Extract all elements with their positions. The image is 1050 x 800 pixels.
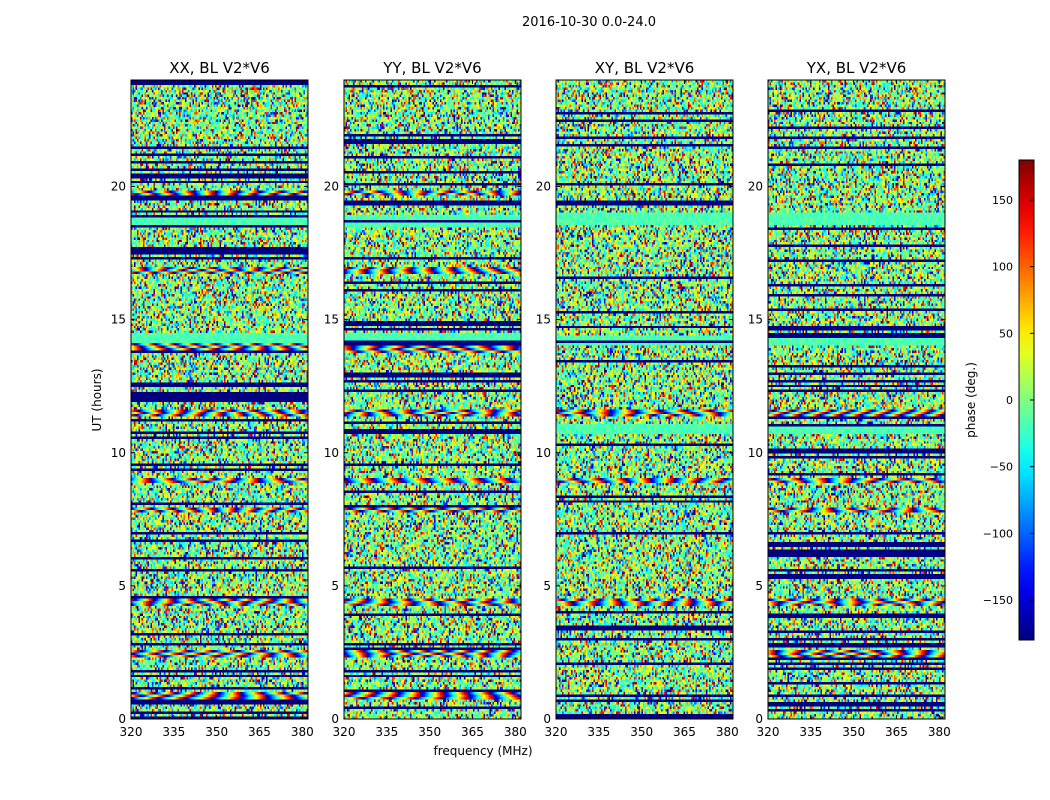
colorbar-tick-label: 0: [1006, 394, 1013, 407]
x-tick-label: 365: [461, 725, 484, 739]
x-tick-label: 350: [418, 725, 441, 739]
axes-frame: [767, 79, 946, 720]
panel-title: XY, BL V2*V6: [595, 59, 695, 77]
colorbar-tick-label: −150: [983, 594, 1013, 607]
axes-frame: [343, 79, 522, 720]
x-tick-label: 320: [333, 725, 356, 739]
colorbar: 150 100 50 0 −50 −100 −150 phase (deg.): [964, 159, 1035, 641]
y-tick-label: 15: [324, 313, 339, 327]
y-tick-label: 20: [111, 180, 126, 194]
x-tick-label: 365: [248, 725, 271, 739]
colorbar-tick-label: −100: [983, 527, 1013, 540]
panel-1: XX, BL V2*V6 320 335 350 365 380 0 5 10 15 20: [111, 59, 314, 739]
colorbar-label: phase (deg.): [964, 362, 978, 438]
x-tick-label: 320: [757, 725, 780, 739]
colorbar-tick-label: 100: [992, 261, 1013, 274]
heatmap-image: [131, 80, 308, 719]
x-tick-label: 365: [673, 725, 696, 739]
colorbar-tick-label: −50: [990, 461, 1013, 474]
panel-title: YX, BL V2*V6: [806, 59, 907, 77]
x-tick-label: 320: [120, 725, 143, 739]
y-tick-label: 5: [755, 579, 763, 593]
colorbar-tick-label: 50: [999, 327, 1013, 340]
x-tick-label: 380: [504, 725, 527, 739]
panel-4: YX, BL V2*V6 320 335 350 365 380 0 5 10 15 20: [748, 59, 951, 739]
heatmap-image: [556, 80, 733, 719]
y-tick-label: 15: [111, 313, 126, 327]
axes-frame: [555, 79, 734, 720]
x-tick-label: 380: [716, 725, 739, 739]
x-tick-label: 335: [799, 725, 822, 739]
y-tick-label: 0: [118, 712, 126, 726]
y-axis-label: UT (hours): [90, 368, 104, 431]
x-tick-label: 335: [162, 725, 185, 739]
x-tick-label: 350: [205, 725, 228, 739]
y-tick-label: 10: [324, 446, 339, 460]
panel-2: YY, BL V2*V6 320 335 350 365 380 0 5 10 15 20: [324, 59, 527, 739]
heatmap-image: [768, 80, 945, 719]
y-tick-label: 10: [748, 446, 763, 460]
panel-3: XY, BL V2*V6 320 335 350 365 380 0 5 10 15 20: [536, 59, 739, 739]
x-tick-label: 365: [885, 725, 908, 739]
x-tick-label: 335: [587, 725, 610, 739]
x-tick-label: 380: [291, 725, 314, 739]
figure-suptitle: 2016-10-30 0.0-24.0: [522, 15, 656, 30]
x-tick-label: 380: [928, 725, 951, 739]
y-tick-label: 15: [536, 313, 551, 327]
y-tick-label: 20: [324, 180, 339, 194]
y-tick-label: 0: [331, 712, 339, 726]
y-tick-label: 5: [543, 579, 551, 593]
colorbar-tick-label: 150: [992, 194, 1013, 207]
y-tick-label: 15: [748, 313, 763, 327]
colorbar-gradient: [1019, 160, 1034, 640]
y-tick-label: 5: [118, 579, 126, 593]
x-tick-label: 320: [545, 725, 568, 739]
y-tick-label: 10: [536, 446, 551, 460]
y-tick-label: 20: [748, 180, 763, 194]
y-tick-label: 20: [536, 180, 551, 194]
x-axis-label: frequency (MHz): [433, 744, 532, 758]
axes-frame: [130, 79, 309, 720]
x-tick-label: 335: [375, 725, 398, 739]
panel-title: XX, BL V2*V6: [169, 59, 270, 77]
y-tick-label: 5: [331, 579, 339, 593]
x-tick-label: 350: [842, 725, 865, 739]
y-tick-label: 10: [111, 446, 126, 460]
y-tick-label: 0: [543, 712, 551, 726]
panel-title: YY, BL V2*V6: [382, 59, 481, 77]
x-tick-label: 350: [630, 725, 653, 739]
heatmap-image: [344, 80, 521, 719]
y-tick-label: 0: [755, 712, 763, 726]
